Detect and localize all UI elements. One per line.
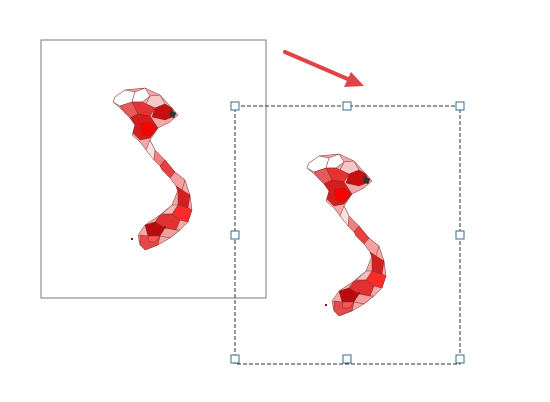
handle[interactable]: [230, 230, 240, 240]
original-map-frame: [40, 39, 267, 299]
moved-map-frame[interactable]: [234, 105, 461, 365]
handle[interactable]: [342, 354, 352, 364]
move-arrow: [283, 50, 364, 87]
selection-handles: [230, 101, 465, 364]
handle[interactable]: [455, 354, 465, 364]
handle[interactable]: [230, 354, 240, 364]
handle[interactable]: [342, 101, 352, 111]
handle[interactable]: [230, 101, 240, 111]
original-map: [112, 87, 193, 251]
handle[interactable]: [455, 230, 465, 240]
handle[interactable]: [455, 101, 465, 111]
